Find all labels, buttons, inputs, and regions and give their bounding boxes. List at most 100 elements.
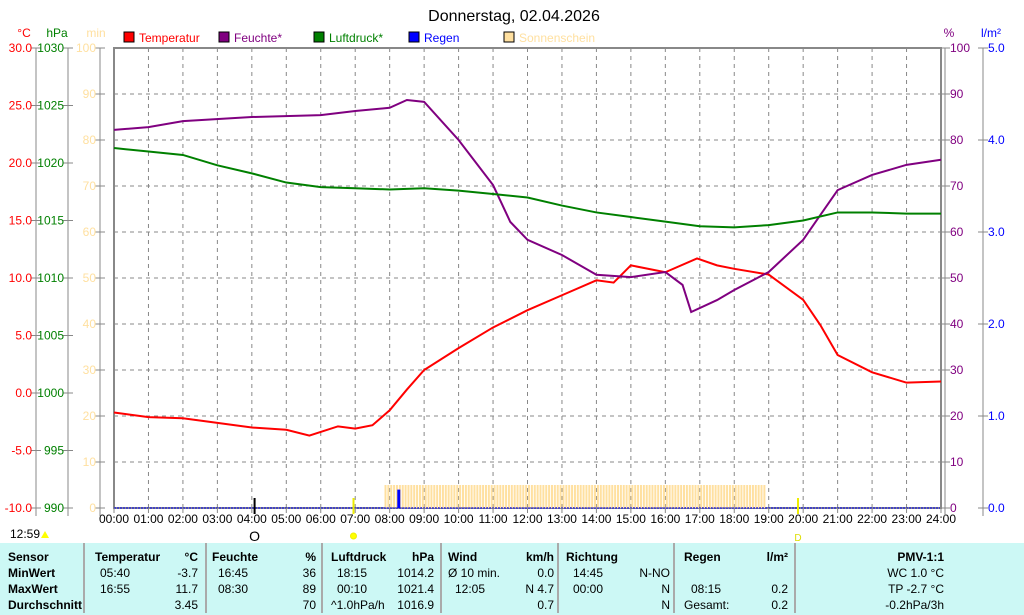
x-tick-label: 08:00 [375, 512, 405, 526]
sunshine-bar [470, 485, 473, 508]
humidity-axis-label: 70 [950, 179, 964, 193]
sunshine-bar [662, 485, 665, 508]
direction-header: Richtung [566, 550, 618, 564]
sunshine-bar [490, 485, 493, 508]
sunshine-bar [424, 485, 427, 508]
sunshine-bar [737, 485, 740, 508]
series-line-pressure [113, 147, 941, 229]
sunshine-bar [582, 485, 585, 508]
sunshine-bar [479, 485, 482, 508]
sunshine-bar [749, 485, 752, 508]
sunshine-bar [404, 485, 407, 508]
sunshine-bar [467, 485, 470, 508]
direction-avg-value: N [661, 598, 670, 612]
sunshine-bar [720, 485, 723, 508]
temp-min-value: -3.7 [177, 566, 198, 580]
rain-max-time: 08:15 [691, 582, 722, 596]
sunshine-bar [507, 485, 510, 508]
series-line-temp [113, 257, 942, 437]
rain-max-value: 0.2 [771, 582, 788, 596]
sunshine-bar [705, 485, 708, 508]
sunshine-bar [708, 485, 711, 508]
pmv-header: PMV-1:1 [897, 550, 944, 564]
sunshine-bar [602, 485, 605, 508]
sunshine-bar [677, 485, 680, 508]
humidity-axis-label: 100 [950, 41, 970, 55]
sunshine-bar [562, 485, 565, 508]
legend-swatch-sun [503, 31, 515, 43]
sunshine-bar [482, 485, 485, 508]
sunshine-bar [502, 485, 505, 508]
sunshine-bar [683, 485, 686, 508]
x-tick-label: 04:00 [237, 512, 267, 526]
sunshine-bar [751, 485, 754, 508]
sun-axis-unit: min [86, 26, 105, 40]
min-row-label: MinWert [8, 566, 56, 580]
sunshine-bar [427, 485, 430, 508]
rain-axis-label: 3.0 [988, 225, 1005, 239]
x-tick-label: 23:00 [892, 512, 922, 526]
sunshine-bar [447, 485, 450, 508]
x-tick-label: 02:00 [168, 512, 198, 526]
pressure-min-time: 18:15 [337, 566, 368, 580]
sunshine-bar [473, 485, 476, 508]
x-tick-label: 19:00 [754, 512, 784, 526]
sunshine-bar [395, 485, 398, 508]
humidity-header: Feuchte [212, 550, 259, 564]
wind-header: Wind [448, 550, 478, 564]
humidity-max-value: 89 [302, 582, 316, 596]
legend-label-sun: Sonnenschein [519, 31, 595, 45]
marker-label: O [249, 528, 260, 543]
sunshine-bar [553, 485, 556, 508]
temp-axis-label: 5.0 [15, 329, 32, 343]
pmv-dewpoint: TP -2.7 °C [888, 582, 944, 596]
sunshine-bar [464, 485, 467, 508]
pressure-axis-unit: hPa [46, 26, 68, 40]
sunshine-bar [608, 485, 611, 508]
legend-swatch-humidity [218, 31, 230, 43]
pressure-axis-label: 1010 [37, 271, 64, 285]
sunshine-bar [723, 485, 726, 508]
sunshine-bar [525, 485, 528, 508]
humidity-axis-label: 10 [950, 455, 964, 469]
sunshine-bar [639, 485, 642, 508]
sunshine-bar [605, 485, 608, 508]
sun-axis-label: 40 [83, 317, 97, 331]
x-tick-label: 24:00 [926, 512, 956, 526]
sunshine-bar [416, 485, 419, 508]
x-tick-label: 00:00 [99, 512, 129, 526]
x-tick-label: 20:00 [788, 512, 818, 526]
sunshine-bar [542, 485, 545, 508]
sun-axis-label: 60 [83, 225, 97, 239]
direction-min-value: N-NO [639, 566, 670, 580]
avg-row-label: Durchschnitt [8, 598, 83, 612]
direction-max-time: 00:00 [573, 582, 604, 596]
sunshine-bar [456, 485, 459, 508]
pressure-axis-label: 1030 [37, 41, 64, 55]
legend-label-pressure: Luftdruck* [329, 31, 383, 45]
sunshine-bar [642, 485, 645, 508]
wind-max-value: N 4.7 [525, 582, 554, 596]
sunshine-bar [384, 485, 387, 508]
humidity-axis-unit: % [944, 26, 955, 40]
humidity-avg-value: 70 [302, 598, 316, 612]
sunshine-bar [634, 485, 637, 508]
pressure-axis-label: 1005 [37, 329, 64, 343]
temp-axis-label: -10.0 [5, 501, 33, 515]
sunshine-bar [631, 485, 634, 508]
sunshine-bar [622, 485, 625, 508]
sunshine-bar [585, 485, 588, 508]
x-tick-label: 01:00 [133, 512, 163, 526]
weather-chart: Donnerstag, 02.04.2026 °C hPa min % l/m²… [5, 8, 1005, 543]
wind-avg-label: Ø 10 min. [448, 566, 501, 580]
sunshine-bar [711, 485, 714, 508]
sunshine-bar [728, 485, 731, 508]
rain-axis-label: 5.0 [988, 41, 1005, 55]
direction-max-value: N [661, 582, 670, 596]
sunshine-bar [576, 485, 579, 508]
sunshine-bar [421, 485, 424, 508]
pressure-trend: ^1.0hPa/h [331, 598, 385, 612]
sunshine-bar [628, 485, 631, 508]
sunshine-bar [685, 485, 688, 508]
